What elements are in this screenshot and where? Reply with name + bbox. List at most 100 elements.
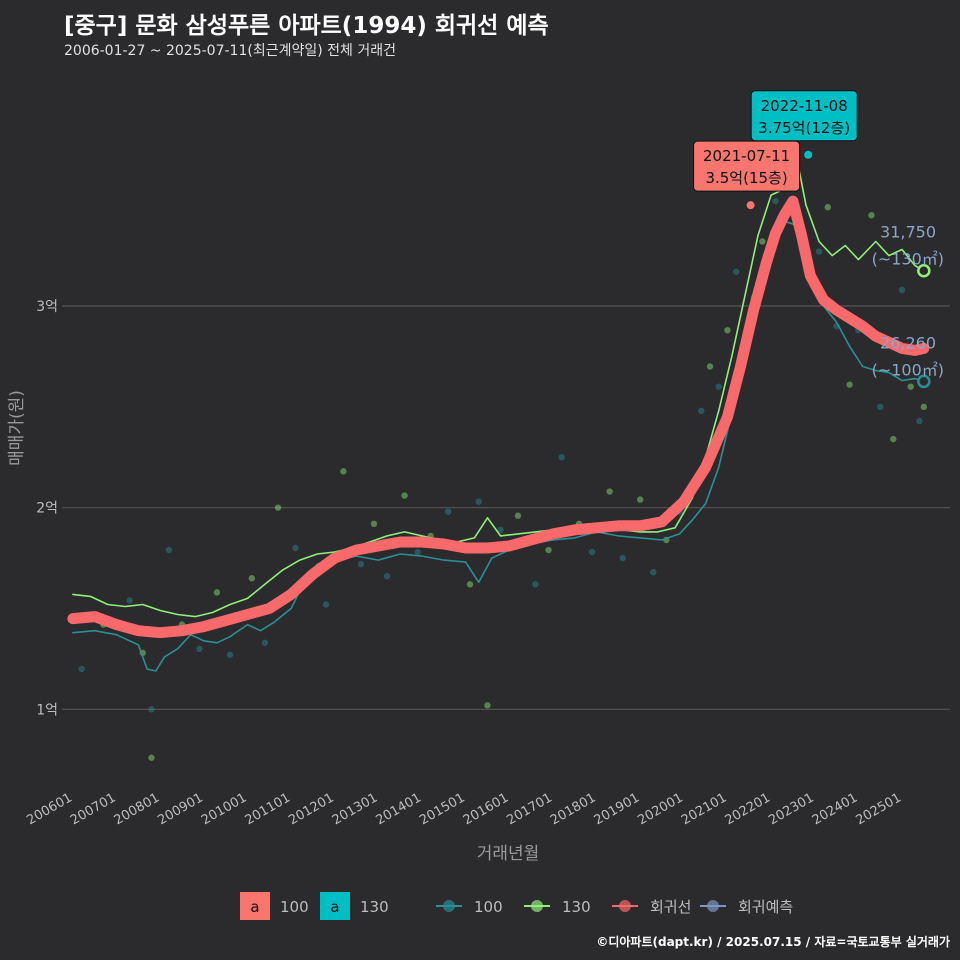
scatter-point [226,651,234,659]
legend-fill-swatch [240,892,270,920]
scatter-point [444,508,452,515]
scatter-point [916,417,923,425]
y-tick-label: 3억 [36,299,58,315]
x-tick-label: 201201 [286,790,336,828]
scatter-point [772,197,779,205]
scatter-point [588,548,596,556]
end-label-value: 26,260 [880,333,936,352]
x-tick-label: 202301 [766,790,816,828]
legend-line-marker [531,900,543,912]
scatter-point [274,504,282,511]
scatter-point [292,544,299,552]
y-tick-label: 2억 [36,501,58,517]
scatter-point [466,581,474,588]
series-line-회귀선 [67,195,930,639]
annotation-date: 2022-11-08 [761,97,848,115]
scatter-point [759,238,766,245]
annotation-point [804,150,813,159]
scatter-point [401,492,408,499]
scatter-point [196,645,203,653]
legend-fill-label: 130 [360,898,389,916]
transaction-points [78,171,928,761]
legend-fill-swatch [320,892,350,920]
scatter-point [815,248,823,255]
annotation-price: 3.75억(12층) [758,119,850,137]
x-tick-label: 202101 [679,790,729,828]
x-tick-label: 200801 [112,790,162,828]
legend-fill-label: 100 [280,898,309,916]
x-tick-label: 202201 [723,790,773,828]
scatter-point [698,407,705,415]
scatter-point [706,363,714,370]
x-tick-label: 201801 [548,790,598,828]
x-tick-label: 201601 [461,790,511,828]
scatter-point [370,520,378,527]
end-label-area: (~100㎡) [872,360,944,379]
scatter-point [846,381,853,388]
legend-line-marker [707,900,719,912]
scatter-point [357,560,365,568]
scatter-point [340,468,347,475]
x-tick-label: 201401 [374,790,424,828]
series-line-130 [72,160,925,618]
scatter-point [898,286,906,294]
series-lines [67,160,930,672]
end-label-value: 31,750 [880,223,936,242]
scatter-point [414,548,421,556]
scatter-point [261,639,269,646]
scatter-point [497,526,504,534]
x-tick-label: 201901 [592,790,642,828]
scatter-point [824,203,832,211]
x-tick-label: 200901 [155,790,205,828]
x-tick-label: 202401 [810,790,860,828]
scatter-point [126,597,133,604]
annotation-point [746,201,755,210]
x-tick-label: 202001 [635,790,685,828]
x-tick-label: 201501 [417,790,467,828]
y-axis-title: 매매가(원) [7,390,27,466]
x-tick-label: 201701 [504,790,554,828]
legend-line-label: 회귀선 [650,898,691,916]
scatter-point [890,435,897,443]
legend-line-label: 100 [474,898,503,916]
scatter-point [213,589,221,596]
x-tick-label: 201301 [330,790,380,828]
x-axis-title: 거래년월 [477,844,540,864]
scatter-point [148,706,155,713]
scatter-point [383,573,391,580]
x-tick-label: 201001 [199,790,249,828]
legend-fill-key: a [330,898,339,916]
x-tick-label: 201101 [243,790,293,828]
annotation-price: 3.5억(15층) [705,169,787,187]
legend-line-marker [619,900,631,912]
scatter-point [484,702,491,709]
legend-line-marker [443,900,455,912]
scatter-point [876,403,884,411]
annotation-box [750,90,858,142]
scatter-point [868,212,875,219]
scatter-point [907,383,914,390]
legend-line-label: 130 [562,898,591,916]
scatter-point [636,496,644,503]
legend: a 100 a 130 100 130 회귀선 회귀예측 [240,892,793,920]
scatter-point [724,327,731,334]
end-labels: 26,260 (~100㎡) 31,750 (~130㎡) [872,223,944,389]
scatter-point [619,554,626,562]
scatter-point [475,498,482,505]
chart-title: [중구] 문화 삼성푸른 아파트(1994) 회귀선 예측 [64,13,549,39]
scatter-point [545,546,552,554]
legend-line-label: 회귀예측 [738,898,793,916]
scatter-point [322,601,330,608]
x-tick-label: 200601 [24,790,74,828]
scatter-point [732,268,740,275]
x-tick-label: 202501 [854,790,904,828]
annotation-box [693,140,801,192]
scatter-point [248,575,256,582]
annotation-date: 2021-07-11 [703,147,790,165]
annotations: 2021-07-11 3.5억(15층) 2022-11-08 3.75억(12층) [693,90,858,210]
x-tick-label: 200701 [68,790,118,828]
x-axis-ticks: 2006012007012008012009012010012011012012… [24,790,904,828]
scatter-point [920,403,928,411]
end-point-100 [917,374,931,389]
